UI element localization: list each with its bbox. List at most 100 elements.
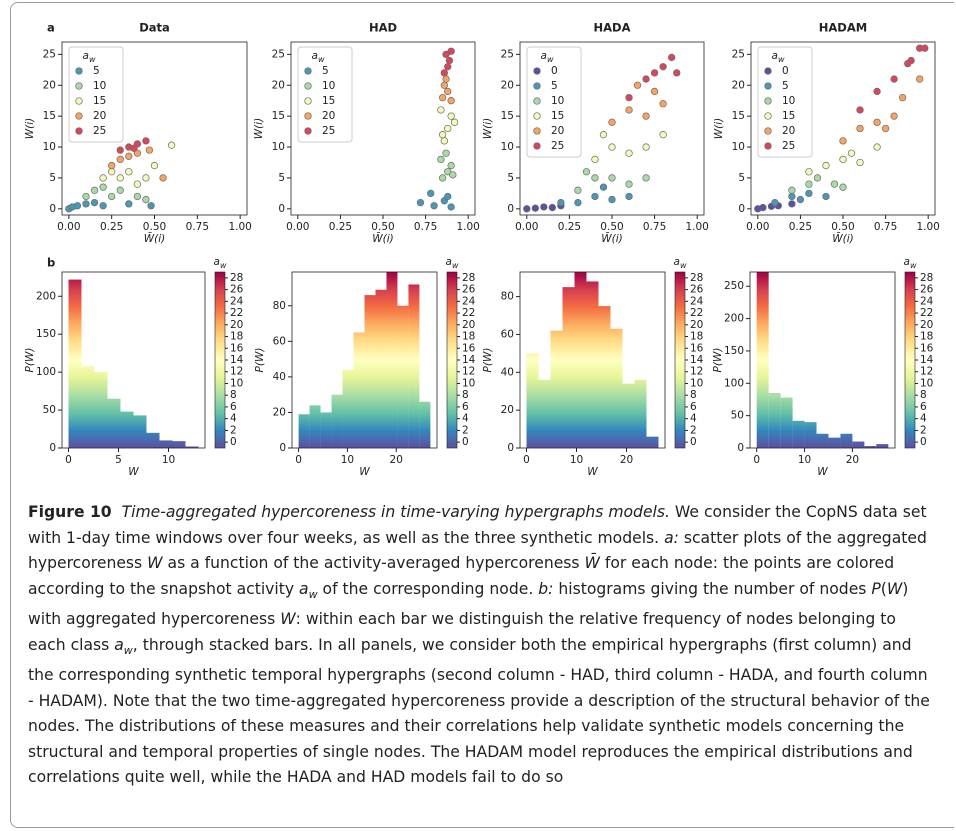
caption-text: a bbox=[114, 635, 124, 654]
legend-label: 0 bbox=[782, 65, 789, 77]
y-tick-label: 0 bbox=[737, 442, 744, 454]
x-tick-label: 20 bbox=[390, 454, 403, 466]
bar bbox=[598, 306, 611, 448]
bar bbox=[172, 441, 186, 448]
x-tick-label: 0.00 bbox=[57, 221, 80, 233]
x-tick-label: 5 bbox=[115, 454, 122, 466]
bar bbox=[397, 305, 409, 448]
bar bbox=[342, 369, 354, 448]
y-tick-label: 5 bbox=[507, 172, 514, 184]
y-tick-label: 0 bbox=[49, 442, 56, 454]
point bbox=[90, 198, 99, 207]
legend-label: 5 bbox=[322, 65, 329, 77]
point bbox=[599, 183, 608, 191]
bar bbox=[646, 436, 659, 448]
caption-text: ( bbox=[880, 579, 887, 598]
legend-label: 25 bbox=[782, 140, 795, 152]
colorbar-tick-label: 20 bbox=[462, 319, 475, 331]
x-tick-label: 0 bbox=[523, 454, 530, 466]
x-tick-label: 0.00 bbox=[746, 221, 769, 233]
y-tick-label: 100 bbox=[36, 366, 56, 378]
y-tick-label: 80 bbox=[273, 300, 286, 312]
caption-text: W bbox=[280, 610, 296, 629]
point bbox=[642, 174, 650, 182]
caption-text: W bbox=[147, 554, 163, 572]
legend-title-main: a bbox=[772, 50, 778, 62]
point bbox=[673, 69, 681, 77]
point bbox=[771, 198, 779, 207]
bar bbox=[634, 379, 647, 448]
colorbar-tick-label: 0 bbox=[462, 436, 469, 448]
x-tick-label: 1.00 bbox=[916, 221, 939, 233]
caption-title: Time-aggregated hypercoreness in time-va… bbox=[121, 503, 670, 521]
bar bbox=[622, 383, 635, 448]
y-axis-label: W(i) bbox=[253, 118, 265, 140]
y-tick-label: 25 bbox=[732, 48, 745, 60]
point bbox=[548, 203, 557, 212]
legend-marker bbox=[304, 97, 312, 105]
legend-label: 10 bbox=[551, 95, 564, 107]
point bbox=[625, 93, 633, 102]
caption-text: of the corresponding node. bbox=[317, 579, 539, 598]
point bbox=[442, 149, 450, 157]
point bbox=[440, 81, 448, 89]
legend-label: 20 bbox=[782, 125, 795, 137]
colorbar-tick-label: 6 bbox=[230, 401, 237, 413]
point bbox=[582, 168, 591, 176]
legend-label: 20 bbox=[93, 110, 106, 122]
x-tick-label: 0.25 bbox=[329, 221, 352, 233]
plot-frame bbox=[291, 271, 438, 449]
legend-marker bbox=[75, 82, 83, 90]
point bbox=[444, 192, 452, 201]
point bbox=[445, 56, 454, 65]
y-tick-label: 10 bbox=[501, 141, 514, 153]
legend-marker bbox=[304, 82, 312, 90]
legend-label: 20 bbox=[551, 125, 564, 137]
y-tick-label: 200 bbox=[724, 313, 744, 325]
point bbox=[116, 146, 124, 154]
x-tick-label: 20 bbox=[846, 454, 859, 466]
point bbox=[659, 100, 667, 108]
panel-label: a bbox=[47, 21, 55, 35]
x-tick-label: 0.00 bbox=[515, 221, 538, 233]
point bbox=[125, 168, 133, 176]
y-tick-label: 0 bbox=[279, 442, 286, 454]
y-tick-label: 5 bbox=[49, 172, 56, 184]
y-tick-label: 15 bbox=[272, 110, 285, 122]
colorbar-tick-label: 6 bbox=[920, 401, 927, 413]
point bbox=[890, 75, 898, 83]
panel-label: b bbox=[47, 256, 55, 270]
point bbox=[805, 168, 813, 176]
legend-label: 15 bbox=[93, 95, 106, 107]
y-tick-label: 40 bbox=[273, 371, 286, 383]
bar bbox=[864, 446, 877, 448]
x-tick-label: 0.50 bbox=[831, 221, 854, 233]
legend-label: 5 bbox=[93, 65, 100, 77]
caption-text: , through stacked bars. In all panels, w… bbox=[28, 635, 930, 787]
caption-text: W̄ bbox=[584, 554, 600, 572]
x-tick-label: 0.00 bbox=[286, 221, 309, 233]
y-tick-label: 20 bbox=[501, 79, 514, 91]
colorbar-title: aw bbox=[214, 256, 227, 270]
colorbar-tick-label: 18 bbox=[230, 331, 243, 343]
colorbar-tick-label: 12 bbox=[462, 366, 475, 378]
x-tick-label: 0.75 bbox=[414, 221, 437, 233]
legend-label: 0 bbox=[551, 65, 558, 77]
point bbox=[438, 131, 447, 139]
bar bbox=[792, 420, 805, 448]
x-tick-label: 0.25 bbox=[558, 221, 581, 233]
colorbar-tick-label: 2 bbox=[920, 424, 927, 436]
colorbar-tick-label: 14 bbox=[920, 354, 934, 366]
y-tick-label: 200 bbox=[36, 290, 56, 302]
plot-frame bbox=[519, 41, 705, 216]
point bbox=[659, 63, 667, 71]
legend-label: 20 bbox=[322, 110, 335, 122]
colorbar-tick-label: 4 bbox=[690, 413, 697, 425]
colorbar-title-main: a bbox=[904, 256, 910, 268]
point bbox=[625, 192, 633, 201]
point bbox=[447, 203, 455, 211]
x-tick-label: 0 bbox=[65, 454, 72, 466]
x-tick-label: 0 bbox=[295, 454, 302, 466]
point bbox=[856, 158, 864, 167]
colorbar-title: aw bbox=[674, 256, 687, 270]
